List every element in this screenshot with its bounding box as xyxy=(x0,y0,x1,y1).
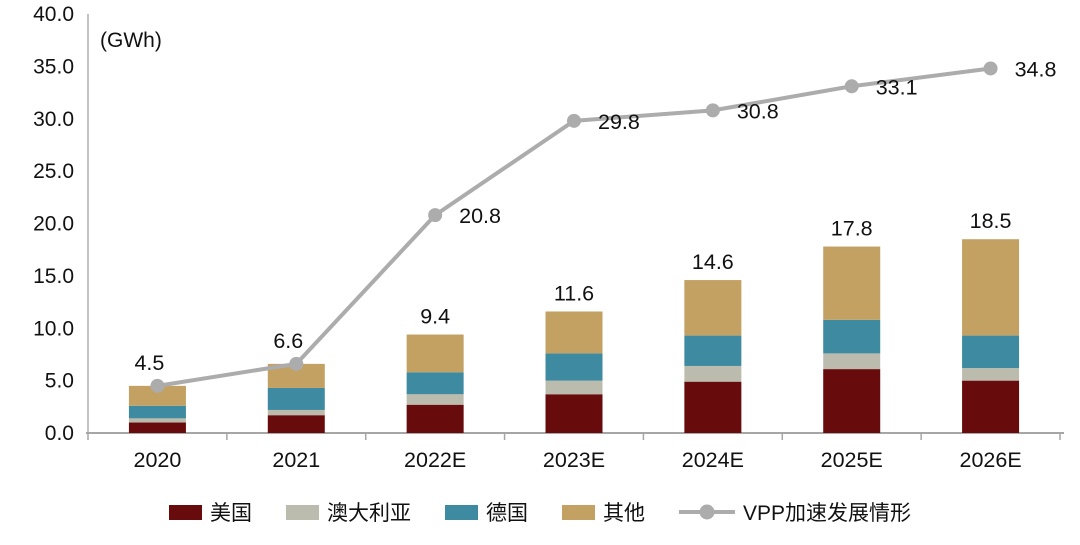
legend-item-vpp-scenario: VPP加速发展情形 xyxy=(678,497,912,527)
legend-swatch-germany xyxy=(444,504,478,520)
vpp-line-marker xyxy=(289,356,304,371)
y-tick-label: 20.0 xyxy=(33,213,74,236)
line-point-label: 29.8 xyxy=(598,110,640,134)
bar-segment xyxy=(684,280,742,336)
vpp-line-marker xyxy=(983,61,998,76)
bar-segment xyxy=(267,387,325,410)
legend-swatch-australia xyxy=(285,504,319,520)
bar-total-label: 9.4 xyxy=(420,305,450,329)
x-category-label: 2020 xyxy=(134,448,182,472)
chart-legend: 美国 澳大利亚 德国 其他 VPP加速发展情形 xyxy=(0,497,1080,527)
y-tick-label: 40.0 xyxy=(33,3,74,26)
vpp-line-marker xyxy=(705,103,720,118)
x-category-label: 2022E xyxy=(404,448,466,472)
legend-label-us: 美国 xyxy=(209,502,252,525)
bar-total-label: 14.6 xyxy=(692,250,734,274)
bar-segment xyxy=(545,311,603,354)
bar-segment xyxy=(545,394,603,433)
vpp-line-marker xyxy=(150,378,165,393)
bar-total-label: 11.6 xyxy=(554,281,594,305)
y-tick-label: 5.0 xyxy=(45,370,74,393)
bar-segment xyxy=(823,353,881,370)
line-point-label: 30.8 xyxy=(737,99,779,123)
legend-swatch-other xyxy=(561,504,595,520)
bar-segment xyxy=(128,422,186,433)
line-point-label: 20.8 xyxy=(459,204,501,228)
bar-segment xyxy=(406,334,464,373)
legend-swatch-us xyxy=(168,504,202,520)
bar-segment xyxy=(128,385,186,406)
bar-total-label: 17.8 xyxy=(831,217,873,241)
bar-segment xyxy=(823,369,881,433)
y-tick-label: 15.0 xyxy=(33,265,74,288)
x-category-label: 2023E xyxy=(543,448,605,472)
y-tick-label: 30.0 xyxy=(33,108,74,131)
bar-segment xyxy=(128,405,186,419)
bar-segment xyxy=(267,415,325,433)
bar-segment xyxy=(267,409,325,416)
legend-item-us: 美国 xyxy=(168,497,252,527)
legend-label-germany: 德国 xyxy=(485,502,528,525)
line-point-label: 33.1 xyxy=(876,75,918,99)
bar-segment xyxy=(684,365,742,382)
bar-segment xyxy=(406,372,464,395)
vpp-line-marker xyxy=(844,79,859,94)
bar-segment xyxy=(962,368,1020,381)
line-point-label: 4.5 xyxy=(134,351,164,375)
x-category-label: 2026E xyxy=(959,448,1021,472)
bar-segment xyxy=(128,418,186,423)
legend-label-australia: 澳大利亚 xyxy=(326,502,411,525)
y-tick-label: 35.0 xyxy=(33,55,74,78)
bar-segment xyxy=(962,239,1020,336)
chart-canvas: 0.0 5.0 10.0 15.0 20.0 25.0 30.0 35.0 40.0 (GWh) 9… xyxy=(33,3,1064,472)
vpp-line-marker xyxy=(567,113,581,128)
bar-segment xyxy=(823,319,881,354)
bar-segment xyxy=(545,380,603,395)
bar-segment xyxy=(684,335,742,366)
bar-total-label: 18.5 xyxy=(970,209,1012,233)
y-tick-label: 10.0 xyxy=(33,317,74,340)
bar-segment xyxy=(962,335,1020,369)
y-tick-label: 25.0 xyxy=(33,160,74,183)
vpp-line-marker xyxy=(428,208,443,223)
y-tick-label: 0.0 xyxy=(45,422,74,445)
legend-line-sample-icon xyxy=(678,504,735,520)
legend-label-other: 其他 xyxy=(602,502,645,525)
x-category-label: 2024E xyxy=(682,448,744,472)
line-point-label: 6.6 xyxy=(273,329,303,353)
bar-segment xyxy=(962,380,1020,433)
bar-segment xyxy=(823,246,881,320)
legend-label-vpp-scenario: VPP加速发展情形 xyxy=(742,502,912,525)
legend-item-australia: 澳大利亚 xyxy=(285,497,411,527)
legend-item-germany: 德国 xyxy=(444,497,528,527)
y-axis-unit-label: (GWh) xyxy=(100,29,162,52)
bar-segment xyxy=(406,404,464,433)
legend-line-marker-icon xyxy=(699,504,715,520)
line-point-label: 34.8 xyxy=(1015,57,1057,81)
legend-item-other: 其他 xyxy=(561,497,645,527)
x-category-label: 2025E xyxy=(821,448,883,472)
x-category-label: 2021 xyxy=(272,448,320,472)
bar-segment xyxy=(545,353,603,381)
bar-segment xyxy=(684,381,742,433)
bar-segment xyxy=(406,394,464,405)
